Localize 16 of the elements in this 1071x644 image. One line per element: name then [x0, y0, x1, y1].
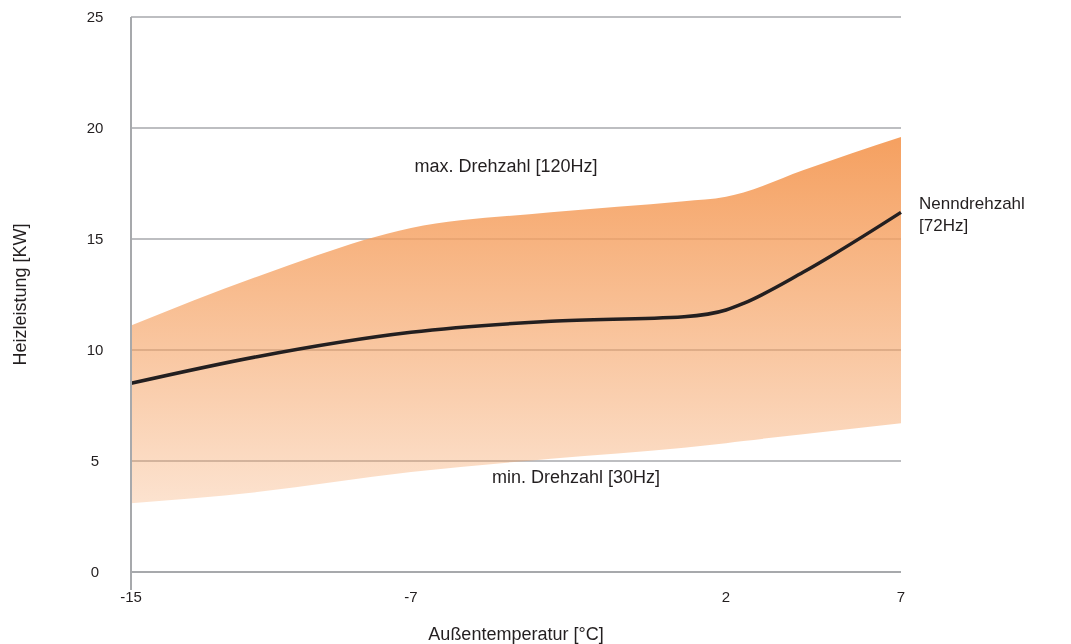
series-label: Nenndrehzahl [72Hz] [919, 194, 1025, 236]
annotation: min. Drehzahl [30Hz] [491, 467, 661, 488]
annotation: max. Drehzahl [120Hz] [414, 156, 598, 177]
y-tick-label: 15 [86, 230, 104, 247]
x-tick-label: 7 [896, 588, 906, 605]
y-axis-title: Heizleistung [KW] [10, 223, 30, 366]
y-tick-label: 0 [90, 563, 100, 580]
y-tick-label: 10 [86, 341, 104, 358]
y-tick-label: 20 [86, 119, 104, 136]
x-tick-label: -15 [120, 588, 142, 605]
x-tick-label: -7 [404, 588, 418, 605]
x-tick-label: 2 [721, 588, 731, 605]
x-axis-title: Außentemperatur [°C] [428, 624, 604, 644]
y-tick-label: 25 [86, 8, 104, 25]
line-series [129, 210, 903, 386]
y-tick-label: 5 [90, 452, 100, 469]
